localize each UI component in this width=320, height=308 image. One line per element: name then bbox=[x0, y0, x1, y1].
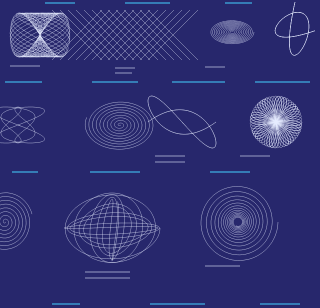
page: (() => { const data = JSON.parse(documen… bbox=[0, 0, 320, 308]
poster bbox=[0, 0, 315, 308]
